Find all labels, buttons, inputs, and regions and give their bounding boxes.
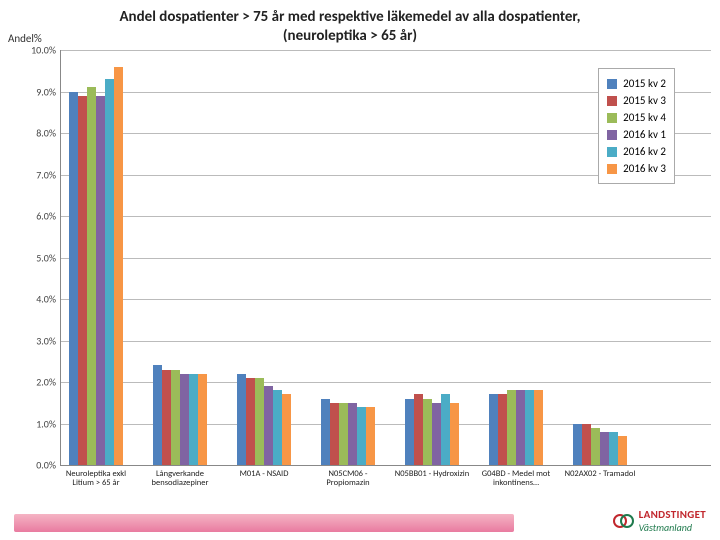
bar <box>441 394 450 465</box>
bar <box>282 394 291 465</box>
bar <box>96 96 105 465</box>
legend-label: 2015 kv 2 <box>623 77 666 90</box>
gridline <box>61 216 711 217</box>
legend-item: 2015 kv 4 <box>607 111 666 124</box>
bar <box>525 390 534 465</box>
bar <box>573 424 582 466</box>
y-tick-label: 10.0% <box>16 44 56 57</box>
legend-swatch <box>607 96 617 106</box>
y-tick-label: 9.0% <box>16 85 56 98</box>
bar <box>432 403 441 465</box>
bar-group <box>321 399 375 465</box>
bar <box>609 432 618 465</box>
legend-label: 2016 kv 1 <box>623 128 666 141</box>
bar <box>273 390 282 465</box>
bar <box>114 67 123 465</box>
bar <box>423 399 432 465</box>
bar <box>414 394 423 465</box>
bar-group <box>69 67 123 465</box>
bar-group <box>489 390 543 465</box>
gridline <box>61 341 711 342</box>
legend-label: 2015 kv 3 <box>623 94 666 107</box>
bar-group <box>405 394 459 465</box>
y-tick-label: 8.0% <box>16 127 56 140</box>
x-tick-label: N05BB01 - Hydroxizin <box>391 470 473 479</box>
y-tick-label: 6.0% <box>16 210 56 223</box>
logo-icon <box>613 510 635 532</box>
gridline <box>61 50 711 51</box>
bar <box>105 79 114 465</box>
bar <box>591 428 600 465</box>
bar <box>405 399 414 465</box>
brand-logo: LANDSTINGET Västmanland <box>613 508 706 534</box>
x-tick-label: Långverkande bensodiazepiner <box>139 470 221 489</box>
legend: 2015 kv 2 2015 kv 3 2015 kv 4 2016 kv 1 2016… <box>598 68 675 184</box>
footer-gradient-bar <box>14 514 514 532</box>
bar <box>618 436 627 465</box>
legend-item: 2015 kv 2 <box>607 77 666 90</box>
bar <box>339 403 348 465</box>
x-tick-label: G04BD - Medel mot inkontinens… <box>475 470 557 489</box>
legend-label: 2016 kv 2 <box>623 145 666 158</box>
bar <box>69 92 78 466</box>
bar <box>489 394 498 465</box>
x-tick-label: N02AX02 - Tramadol <box>559 470 641 479</box>
x-tick-label: Neuroleptika exkl Litium > 65 år <box>55 470 137 489</box>
brand-line1: LANDSTINGET <box>639 508 706 521</box>
bar <box>507 390 516 465</box>
y-tick-label: 0.0% <box>16 459 56 472</box>
bar <box>348 403 357 465</box>
brand-line2: Västmanland <box>639 521 706 534</box>
bar <box>534 390 543 465</box>
legend-swatch <box>607 79 617 89</box>
bar <box>87 87 96 465</box>
bar <box>366 407 375 465</box>
bar <box>321 399 330 465</box>
legend-item: 2016 kv 2 <box>607 145 666 158</box>
x-tick-label: N05CM06 - Propiomazin <box>307 470 389 489</box>
x-tick-label: M01A - NSAID <box>223 470 305 479</box>
legend-label: 2016 kv 3 <box>623 162 666 175</box>
bar <box>171 370 180 465</box>
chart-title: Andel dospatienter > 75 år med respektiv… <box>110 8 590 46</box>
bar <box>237 374 246 465</box>
y-tick-label: 4.0% <box>16 293 56 306</box>
footer: LANDSTINGET Västmanland <box>0 506 720 540</box>
bar <box>498 394 507 465</box>
legend-swatch <box>607 147 617 157</box>
bar <box>357 407 366 465</box>
bar <box>516 390 525 465</box>
legend-swatch <box>607 130 617 140</box>
bar <box>189 374 198 465</box>
bar <box>180 374 189 465</box>
legend-label: 2015 kv 4 <box>623 111 666 124</box>
legend-item: 2016 kv 1 <box>607 128 666 141</box>
bar <box>255 378 264 465</box>
legend-item: 2016 kv 3 <box>607 162 666 175</box>
y-tick-label: 5.0% <box>16 251 56 264</box>
bar <box>78 96 87 465</box>
bar <box>153 365 162 465</box>
gridline <box>61 258 711 259</box>
bar <box>582 424 591 466</box>
bar <box>450 403 459 465</box>
bar <box>264 386 273 465</box>
bar-group <box>153 365 207 465</box>
legend-swatch <box>607 113 617 123</box>
legend-item: 2015 kv 3 <box>607 94 666 107</box>
y-tick-label: 2.0% <box>16 376 56 389</box>
bar <box>162 370 171 465</box>
y-tick-label: 3.0% <box>16 334 56 347</box>
bar <box>198 374 207 465</box>
legend-swatch <box>607 164 617 174</box>
gridline <box>61 299 711 300</box>
y-tick-label: 1.0% <box>16 417 56 430</box>
y-tick-label: 7.0% <box>16 168 56 181</box>
bar <box>600 432 609 465</box>
bar-group <box>573 424 627 466</box>
bar <box>246 378 255 465</box>
bar <box>330 403 339 465</box>
bar-group <box>237 374 291 465</box>
